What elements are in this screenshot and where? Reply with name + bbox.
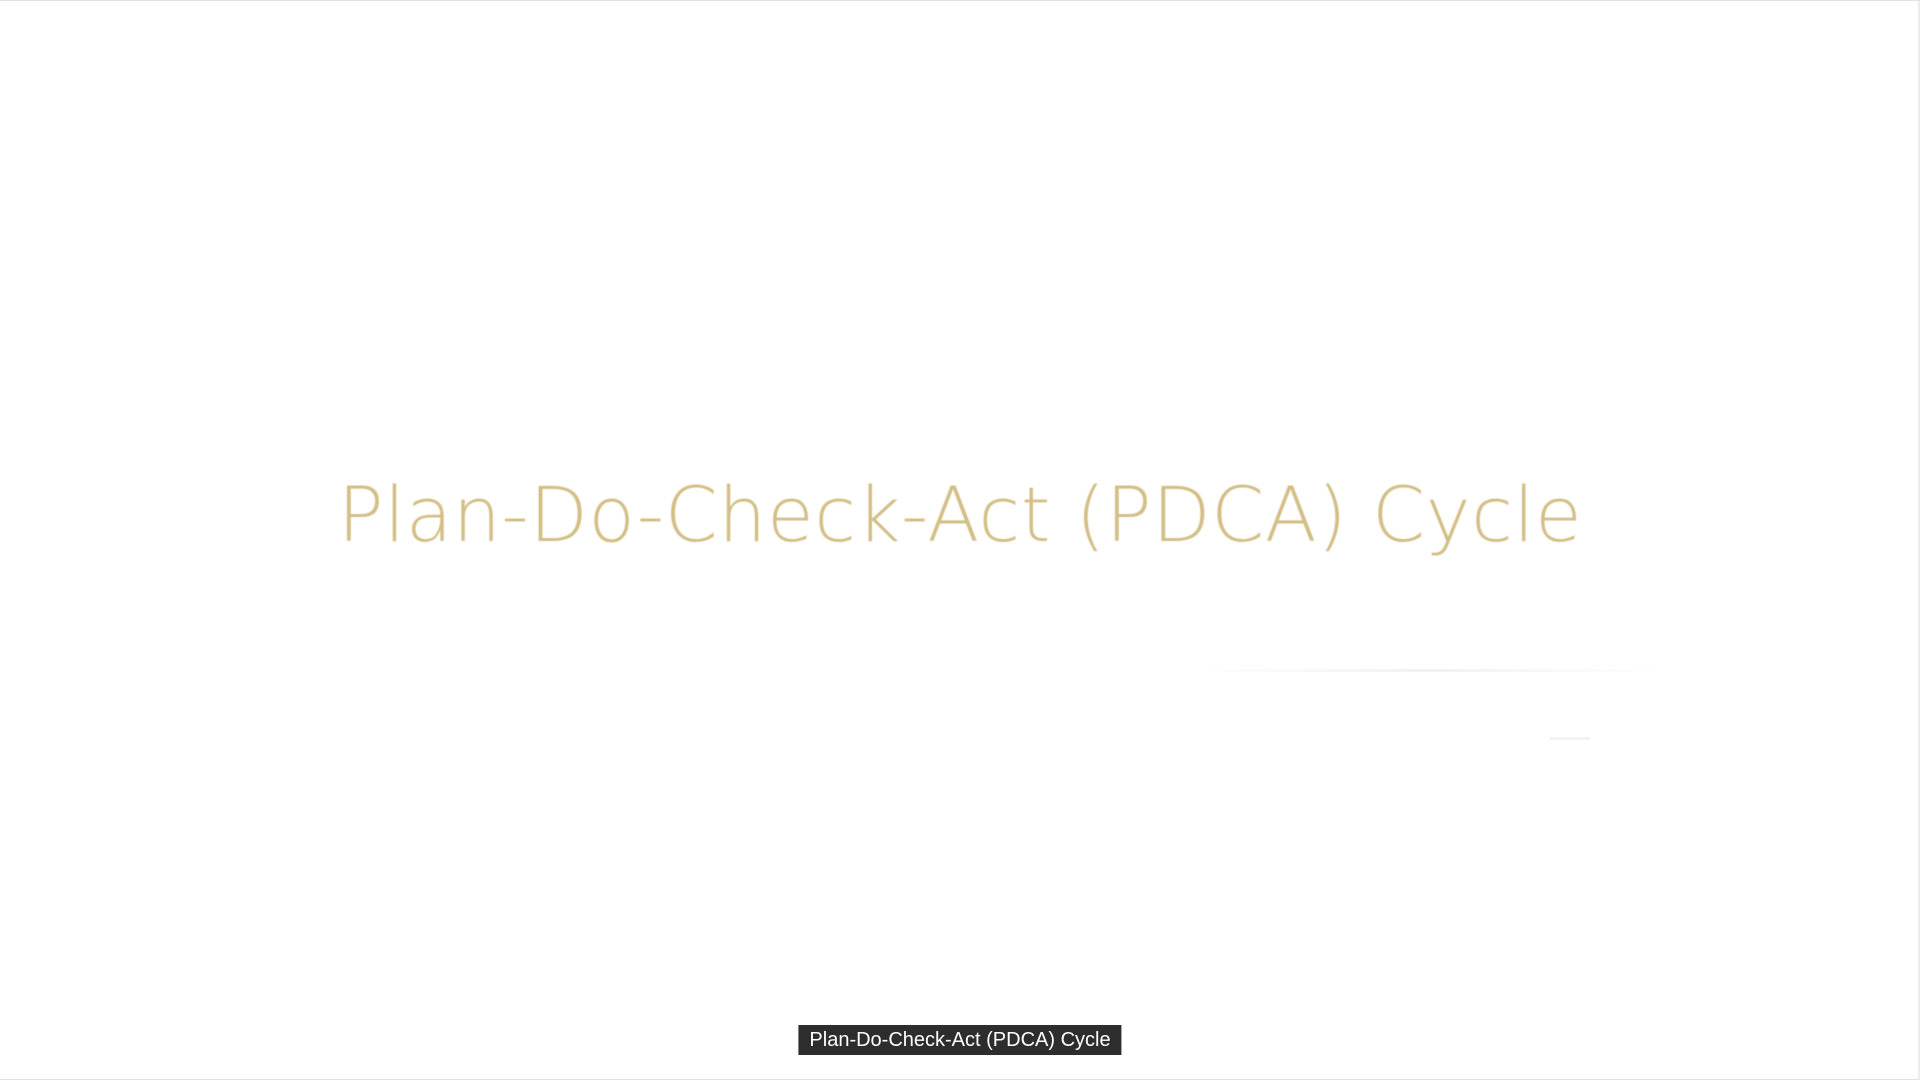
slide-title: Plan-Do-Check-Act (PDCA) Cycle [337, 470, 1583, 559]
frame-edge [1918, 1, 1920, 1080]
faded-mark [1550, 737, 1590, 740]
subtitle-caption: Plan-Do-Check-Act (PDCA) Cycle [798, 1025, 1122, 1055]
faded-divider [1200, 669, 1660, 672]
